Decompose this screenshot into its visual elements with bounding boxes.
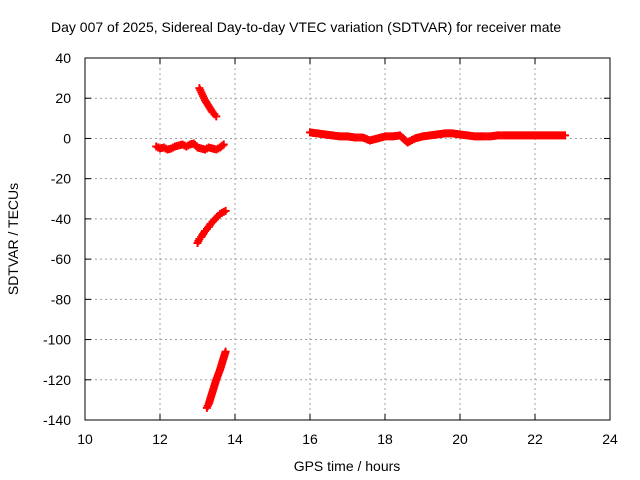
- series-descending-short: [195, 84, 221, 121]
- x-tick-label: 22: [527, 431, 543, 447]
- y-tick-label: -80: [51, 291, 71, 307]
- x-tick-label: 24: [602, 431, 618, 447]
- series-rising-steep: [202, 347, 230, 412]
- data-point: [218, 141, 227, 150]
- y-tick-label: -60: [51, 251, 71, 267]
- y-tick-label: -120: [43, 372, 71, 388]
- axis-ticks: 10 12 14 16 18 20 22 24 -140 -120 -100 -80 -60 -40 -20…: [43, 50, 618, 447]
- y-tick-label: 20: [55, 90, 71, 106]
- y-tick-label: 0: [63, 130, 71, 146]
- series-flat-segment-b: [306, 128, 569, 147]
- data-point: [221, 206, 230, 215]
- plot-frame: [84, 57, 611, 421]
- x-tick-label: 12: [152, 431, 168, 447]
- data-point: [212, 112, 221, 121]
- grid-lines: [85, 58, 610, 420]
- data-point: [561, 131, 569, 140]
- data-points: [152, 84, 569, 412]
- y-tick-label: -20: [51, 171, 71, 187]
- chart-title: Day 007 of 2025, Sidereal Day-to-day VTE…: [51, 19, 561, 35]
- y-axis-label: SDTVAR / TECUs: [5, 183, 21, 295]
- x-tick-label: 10: [77, 431, 93, 447]
- data-point: [221, 347, 230, 356]
- x-tick-label: 14: [227, 431, 243, 447]
- x-tick-label: 16: [302, 431, 318, 447]
- series-rising-mid: [193, 206, 230, 248]
- x-tick-label: 18: [377, 431, 393, 447]
- y-tick-label: -40: [51, 211, 71, 227]
- data-point: [219, 140, 228, 149]
- y-tick-label: -140: [43, 412, 71, 428]
- x-tick-label: 20: [452, 431, 468, 447]
- x-axis-label: GPS time / hours: [294, 458, 401, 474]
- series-flat-segment-a: [152, 139, 228, 154]
- y-tick-label: -100: [43, 332, 71, 348]
- y-tick-label: 40: [55, 50, 71, 66]
